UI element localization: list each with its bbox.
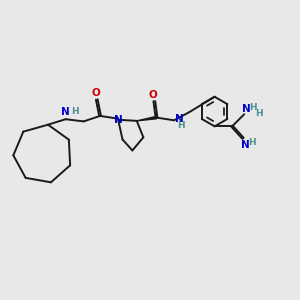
Text: N: N (114, 115, 122, 125)
Text: N: N (241, 140, 250, 150)
Polygon shape (137, 116, 157, 121)
Text: O: O (92, 88, 100, 98)
Text: H: H (71, 107, 79, 116)
Text: H: H (249, 103, 257, 112)
Text: O: O (149, 90, 158, 100)
Text: N: N (242, 104, 251, 114)
Text: H: H (255, 109, 263, 118)
Text: H: H (248, 138, 256, 147)
Text: H: H (177, 121, 184, 130)
Text: N: N (61, 107, 70, 117)
Text: N: N (175, 114, 184, 124)
